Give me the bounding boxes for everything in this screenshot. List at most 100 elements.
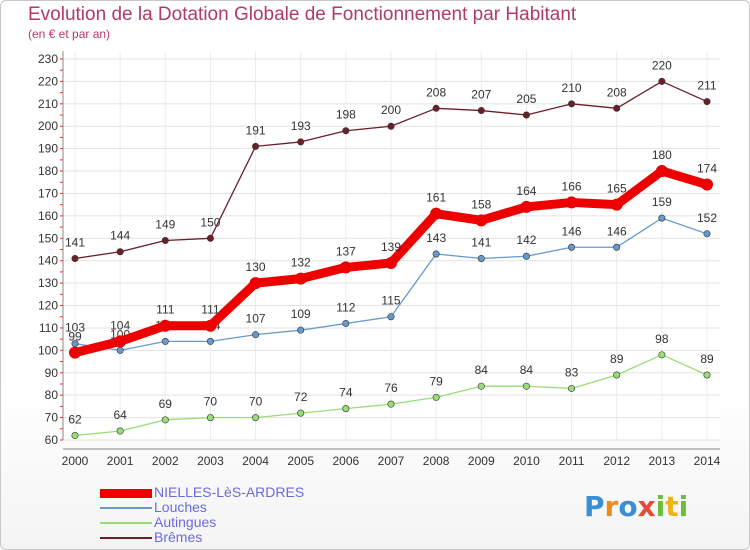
y-tick-label: 160 [38, 209, 58, 223]
data-point-nielles-l-s-ardres [114, 335, 127, 348]
data-point-louches [522, 252, 530, 260]
data-point-br-mes [658, 77, 666, 85]
logo-letter: i [678, 490, 689, 523]
data-point-br-mes [71, 254, 79, 262]
data-label-br-mes: 208 [607, 85, 627, 99]
y-tick-label: 80 [45, 388, 59, 402]
data-label-br-mes: 144 [110, 229, 130, 243]
data-label-nielles-l-s-ardres: 165 [607, 182, 627, 196]
data-label-nielles-l-s-ardres: 111 [156, 303, 175, 317]
data-label-louches: 109 [291, 307, 311, 321]
data-point-louches [568, 243, 576, 251]
logo-letter: P [584, 490, 605, 523]
data-label-br-mes: 149 [155, 218, 175, 232]
data-point-autingues [297, 409, 305, 417]
data-label-autingues: 98 [655, 332, 669, 346]
data-point-louches [206, 337, 214, 345]
data-point-nielles-l-s-ardres [565, 196, 578, 209]
data-label-br-mes: 210 [562, 81, 582, 95]
data-point-autingues [252, 414, 260, 422]
data-point-br-mes [342, 127, 350, 135]
data-point-nielles-l-s-ardres [294, 272, 307, 285]
data-label-autingues: 84 [475, 363, 489, 377]
data-label-br-mes: 193 [291, 119, 311, 133]
x-tick-label: 2002 [152, 454, 179, 468]
data-label-nielles-l-s-ardres: 111 [201, 303, 220, 317]
data-point-autingues [71, 432, 79, 440]
x-tick-label: 2006 [333, 454, 360, 468]
data-point-autingues [568, 384, 576, 392]
data-point-br-mes [116, 248, 124, 256]
data-label-br-mes: 141 [65, 235, 85, 249]
data-label-br-mes: 220 [652, 58, 672, 72]
data-label-nielles-l-s-ardres: 132 [291, 256, 311, 270]
y-tick-label: 60 [45, 433, 59, 447]
y-tick-label: 170 [38, 186, 58, 200]
legend-label-nielles: NIELLES-LèS-ARDRES [154, 484, 305, 500]
data-label-br-mes: 191 [246, 123, 266, 137]
data-label-autingues: 83 [565, 365, 579, 379]
legend-swatch-nielles [100, 489, 152, 498]
data-label-louches: 107 [246, 312, 266, 326]
data-label-autingues: 70 [249, 395, 263, 409]
legend-swatch-bremes [100, 537, 152, 539]
data-label-autingues: 89 [700, 352, 714, 366]
data-label-nielles-l-s-ardres: 158 [471, 197, 491, 211]
x-tick-label: 2000 [62, 454, 89, 468]
x-tick-label: 2008 [423, 454, 450, 468]
data-point-br-mes [297, 138, 305, 146]
data-point-nielles-l-s-ardres [385, 256, 397, 269]
data-point-autingues [522, 382, 530, 390]
data-label-autingues: 64 [113, 408, 127, 422]
logo-letter: r [604, 490, 619, 523]
logo-letter: i [655, 490, 666, 523]
x-tick-label: 2001 [107, 454, 134, 468]
data-point-br-mes [477, 107, 485, 115]
data-label-nielles-l-s-ardres: 99 [68, 330, 82, 344]
data-point-nielles-l-s-ardres [249, 277, 262, 290]
proxiti-logo: Proxiti [584, 490, 688, 523]
data-point-br-mes [522, 111, 530, 119]
data-label-nielles-l-s-ardres: 174 [697, 162, 717, 176]
x-tick-label: 2003 [197, 454, 224, 468]
data-point-louches [297, 326, 305, 334]
data-label-nielles-l-s-ardres: 104 [110, 318, 130, 332]
data-point-louches [387, 313, 395, 321]
data-point-autingues [161, 416, 169, 424]
logo-letter: t [665, 490, 679, 523]
data-label-louches: 112 [336, 300, 355, 314]
data-point-louches [703, 230, 711, 238]
data-label-louches: 159 [652, 195, 672, 209]
data-point-nielles-l-s-ardres [339, 261, 352, 274]
x-tick-label: 2013 [649, 454, 676, 468]
data-point-nielles-l-s-ardres [204, 319, 217, 332]
data-label-autingues: 69 [159, 397, 173, 411]
x-tick-label: 2009 [468, 454, 495, 468]
y-tick-label: 110 [39, 321, 58, 335]
logo-letter: o [618, 490, 638, 523]
y-tick-label: 190 [38, 142, 58, 156]
data-label-autingues: 84 [520, 363, 534, 377]
x-tick-label: 2005 [287, 454, 314, 468]
data-point-br-mes [387, 122, 395, 130]
data-label-br-mes: 208 [426, 85, 446, 99]
data-label-nielles-l-s-ardres: 161 [426, 191, 446, 205]
y-tick-label: 150 [38, 231, 58, 245]
data-point-br-mes [206, 234, 214, 242]
data-point-autingues [116, 427, 124, 435]
legend-swatch-autingues [100, 522, 152, 524]
legend-label-louches: Louches [154, 499, 207, 515]
data-point-nielles-l-s-ardres [159, 319, 172, 332]
data-point-autingues [703, 371, 711, 379]
x-tick-label: 2014 [694, 454, 721, 468]
data-point-nielles-l-s-ardres [475, 214, 488, 227]
data-point-nielles-l-s-ardres [655, 165, 668, 178]
y-tick-label: 100 [38, 343, 58, 357]
data-point-br-mes [613, 104, 621, 112]
data-label-br-mes: 198 [336, 108, 356, 122]
data-point-autingues [387, 400, 395, 408]
data-label-autingues: 79 [429, 374, 443, 388]
x-tick-label: 2012 [603, 454, 630, 468]
data-label-autingues: 62 [68, 413, 82, 427]
data-label-louches: 146 [562, 224, 582, 238]
